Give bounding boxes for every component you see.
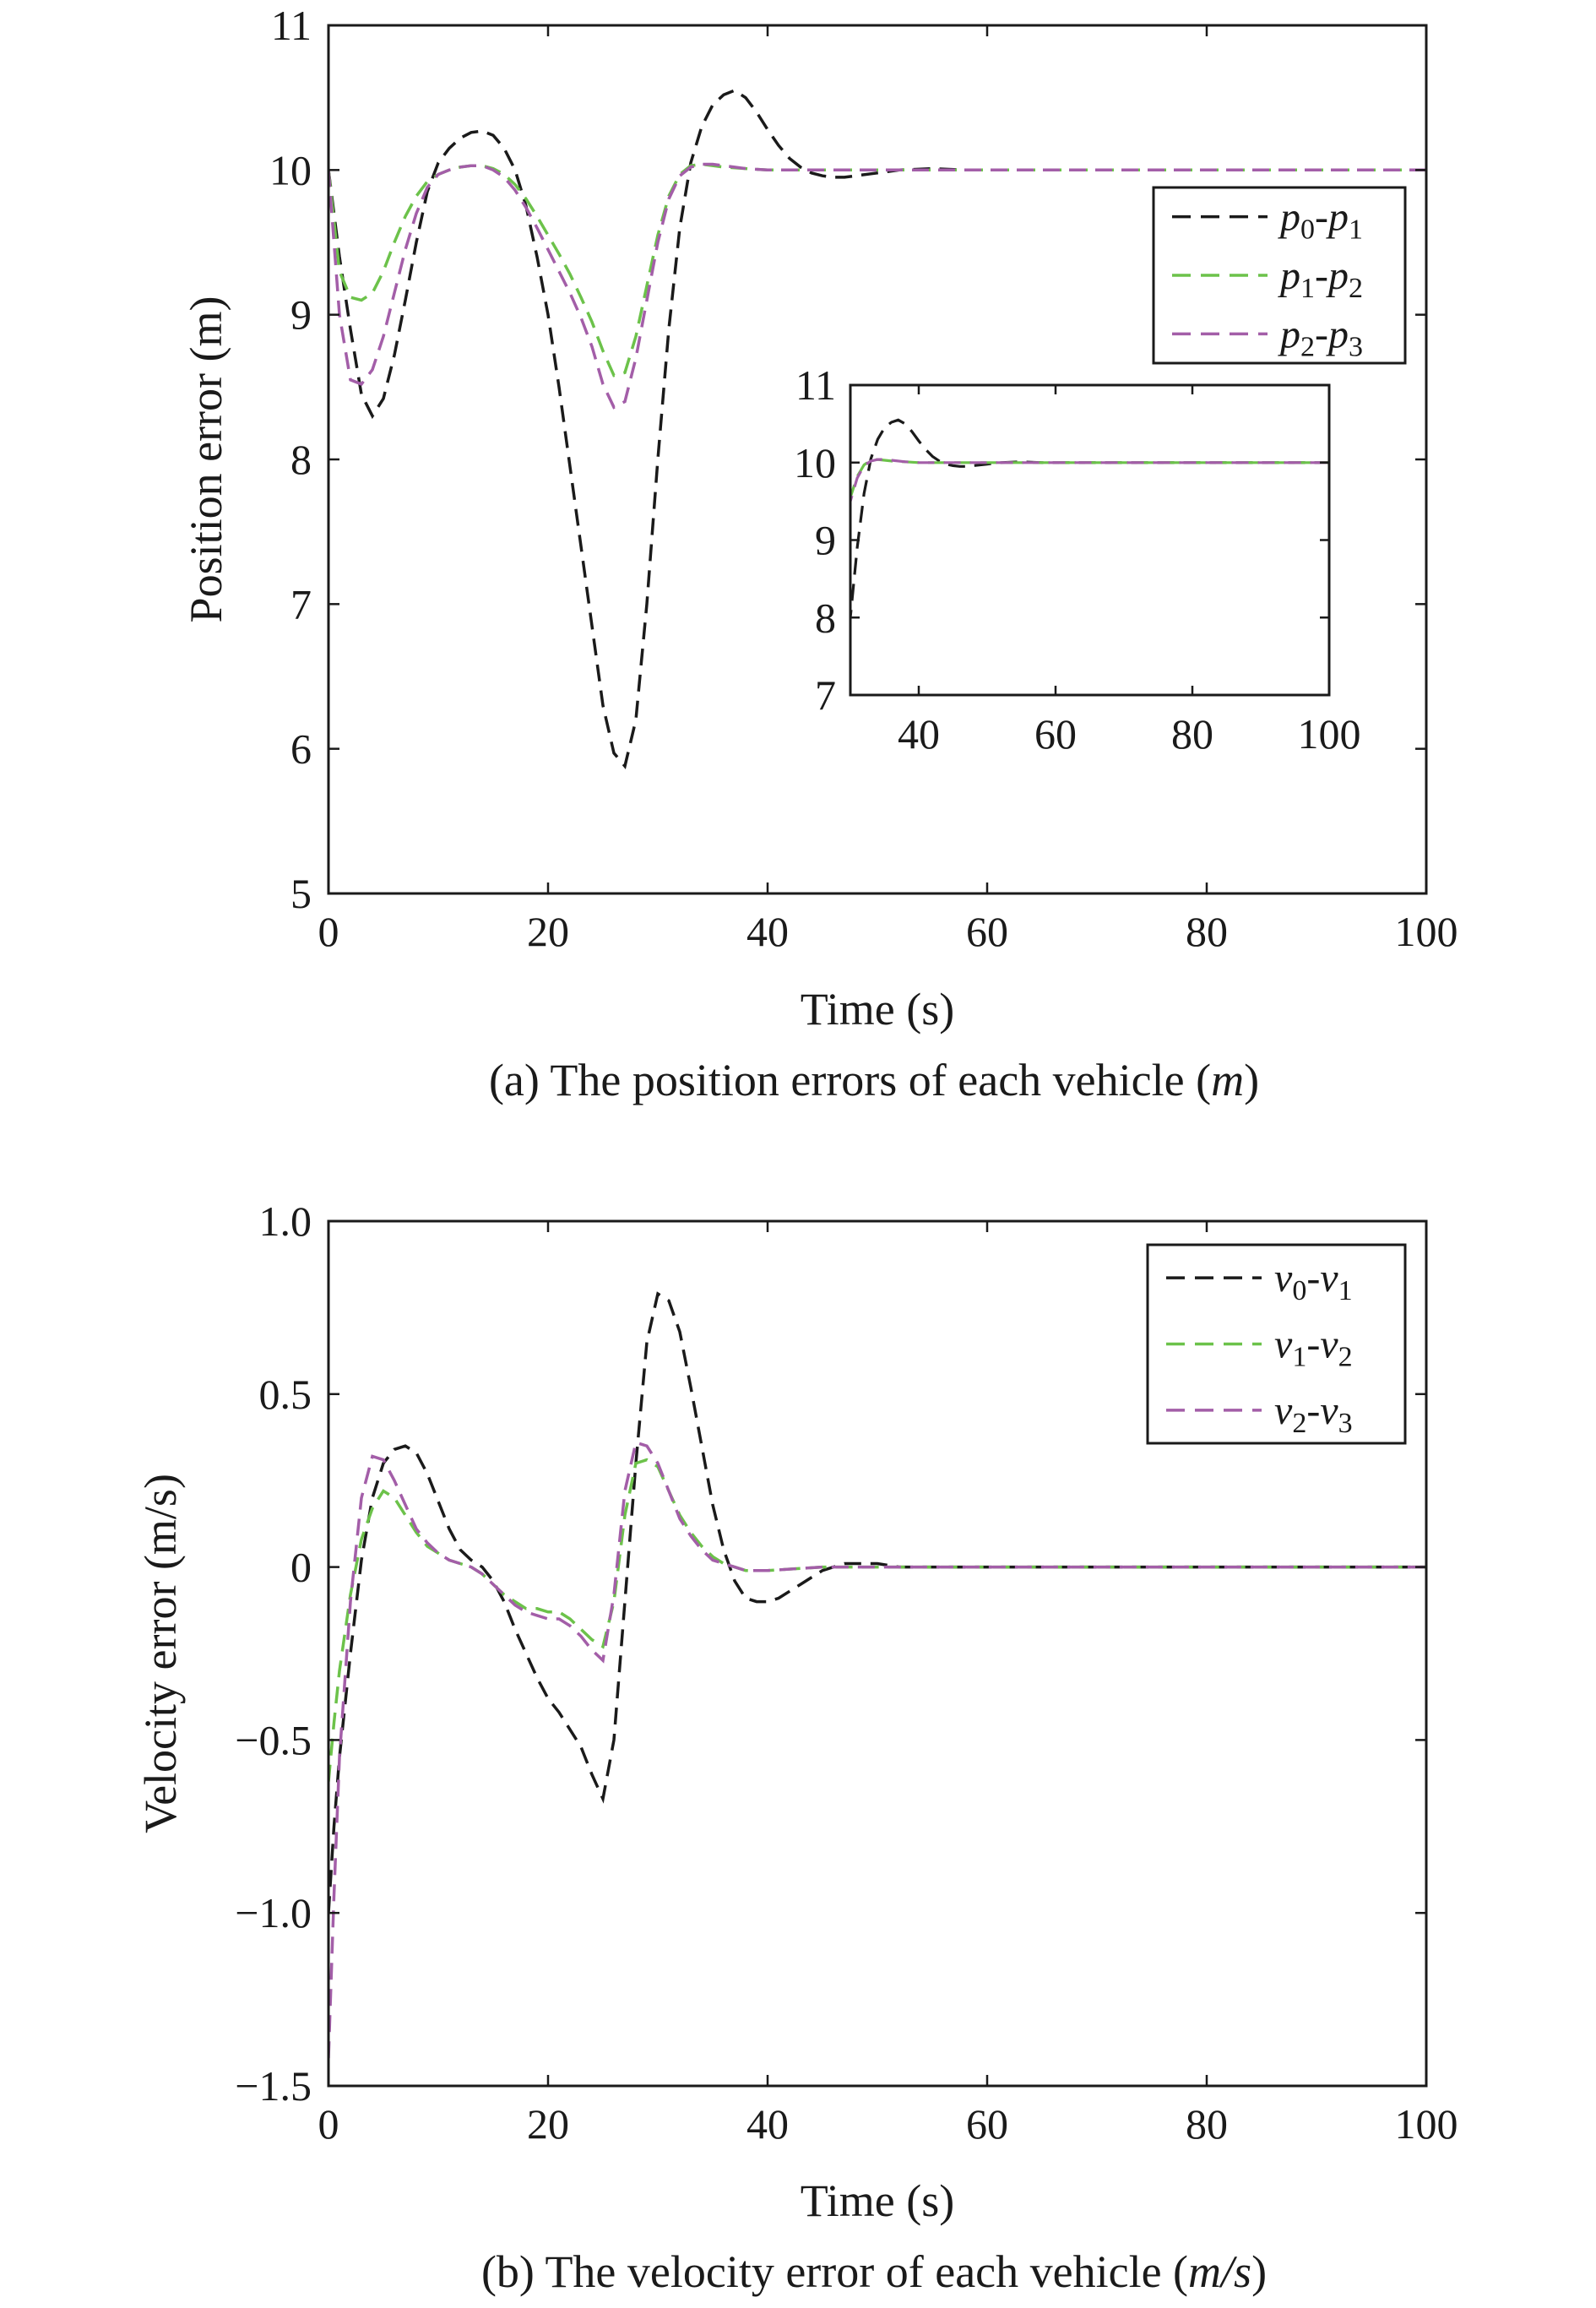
- series-line-p0-p1: [850, 418, 1329, 633]
- y-tick-label: 6: [290, 725, 312, 773]
- inset-y-tick-label: 8: [815, 594, 836, 641]
- position-error-x-axis-label: Time (s): [801, 984, 955, 1035]
- position-error-chart: 0 20 40 60 80 100 5 6 7 8 9 10 11 Time (s) Position …: [181, 2, 1458, 1105]
- inset-x-tick-label: 100: [1298, 710, 1361, 758]
- series-line-p2-p3: [328, 162, 1426, 410]
- velocity-error-x-axis-label: Time (s): [801, 2175, 955, 2226]
- y-tick-label: 0: [290, 1544, 312, 1591]
- x-tick-label: 40: [746, 2100, 789, 2148]
- y-tick-label: −1.0: [235, 1889, 312, 1936]
- y-tick-label: 7: [290, 580, 312, 627]
- series-line-p2-p3: [850, 458, 1329, 508]
- position-error-inset: 40 60 80 100 7 8 9 10 11: [794, 361, 1361, 758]
- y-tick-label: −0.5: [235, 1716, 312, 1763]
- y-tick-label: 9: [290, 291, 312, 339]
- x-tick-label: 100: [1395, 2100, 1458, 2148]
- inset-y-tick-label: 10: [794, 439, 836, 486]
- series-line-v0-v1: [328, 1291, 1426, 1914]
- y-tick-label: 11: [271, 2, 312, 49]
- legend-entry-v2-v3: v2-v3: [1274, 1388, 1353, 1439]
- x-tick-label: 80: [1186, 2100, 1228, 2148]
- x-tick-label: 20: [527, 2100, 569, 2148]
- y-tick-label: 0.5: [259, 1371, 312, 1418]
- x-tick-label: 40: [746, 908, 789, 955]
- position-error-series: [328, 89, 1426, 769]
- caption-unit: m: [1211, 1055, 1244, 1105]
- x-tick-label: 0: [318, 908, 339, 955]
- x-tick-label: 0: [318, 2100, 339, 2148]
- legend-box: [1152, 186, 1407, 365]
- velocity-error-chart: 0 20 40 60 80 100 −1.5 −1.0 −0.5 0 0.5 1.0 Time (s)…: [135, 1197, 1458, 2297]
- inset-y-tick-label: 9: [815, 517, 836, 564]
- legend-entry-p0-p1: p0-p1: [1278, 195, 1363, 246]
- legend-entry-v0-v1: v0-v1: [1274, 1256, 1353, 1306]
- position-error-legend: p0-p1 p1-p2 p2-p3: [1152, 186, 1407, 365]
- caption-text: (b) The velocity error of each vehicle (: [481, 2246, 1188, 2297]
- legend-box: [1146, 1243, 1407, 1445]
- velocity-error-y-axis-label: Velocity error (m/s): [135, 1474, 186, 1833]
- caption-close: ): [1244, 1055, 1259, 1105]
- y-tick-label: 1.0: [259, 1197, 312, 1245]
- series-line-v1-v2: [328, 1458, 1426, 1782]
- x-tick-label: 20: [527, 908, 569, 955]
- x-tick-label: 80: [1186, 908, 1228, 955]
- x-tick-label: 60: [966, 2100, 1008, 2148]
- inset-y-tick-label: 11: [795, 361, 836, 409]
- caption-text: (a) The position errors of each vehicle …: [489, 1055, 1211, 1105]
- caption-close: ): [1251, 2246, 1267, 2297]
- x-tick-label: 60: [966, 908, 1008, 955]
- legend-entry-p2-p3: p2-p3: [1278, 312, 1363, 362]
- inset-x-tick-label: 80: [1171, 710, 1213, 758]
- y-tick-label: −1.5: [235, 2062, 312, 2110]
- x-tick-label: 100: [1395, 908, 1458, 955]
- position-error-ticks: 0 20 40 60 80 100 5 6 7 8 9 10 11: [269, 2, 1458, 955]
- inset-background: [850, 385, 1329, 695]
- series-line-v2-v3: [328, 1440, 1426, 2059]
- legend-entry-v1-v2: v1-v2: [1274, 1322, 1353, 1373]
- velocity-error-plot-frame: [327, 1219, 1428, 2088]
- inset-x-tick-label: 60: [1034, 710, 1077, 758]
- inset-y-tick-label: 7: [815, 671, 836, 719]
- series-line-p0-p1: [328, 89, 1426, 769]
- position-error-y-axis-label: Position error (m): [181, 296, 231, 623]
- velocity-error-ticks: 0 20 40 60 80 100 −1.5 −1.0 −0.5 0 0.5 1.0: [235, 1197, 1458, 2148]
- y-tick-label: 10: [269, 146, 312, 193]
- velocity-error-legend: v0-v1 v1-v2 v2-v3: [1146, 1243, 1407, 1445]
- velocity-error-caption: (b) The velocity error of each vehicle (…: [481, 2246, 1267, 2297]
- position-error-caption: (a) The position errors of each vehicle …: [489, 1055, 1259, 1105]
- y-tick-label: 8: [290, 436, 312, 483]
- legend-entry-p1-p2: p1-p2: [1278, 253, 1363, 304]
- velocity-error-series: [328, 1291, 1426, 2059]
- caption-unit: m/s: [1188, 2246, 1251, 2297]
- y-tick-label: 5: [290, 870, 312, 917]
- inset-x-tick-label: 40: [898, 710, 940, 758]
